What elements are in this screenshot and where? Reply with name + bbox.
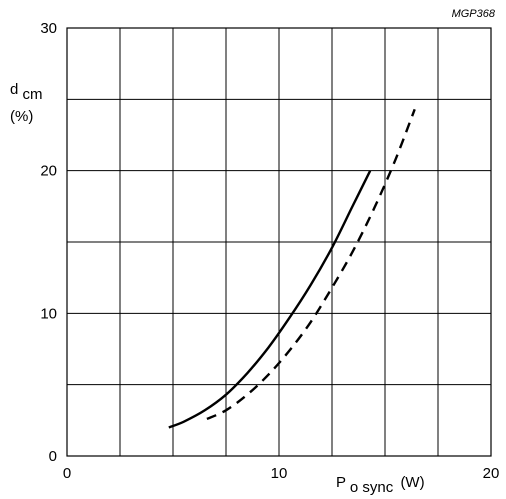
- y-axis-unit: (%): [10, 108, 33, 125]
- plot-frame: [66, 27, 492, 457]
- x-tick-label: 0: [63, 465, 71, 482]
- x-axis-label-unit: (W): [400, 474, 424, 491]
- curves: [168, 108, 416, 429]
- y-tick-label: 20: [40, 163, 57, 180]
- x-axis-label: P o sync (W): [336, 474, 425, 496]
- y-tick-label: 10: [40, 305, 57, 322]
- x-tick-label: 10: [271, 465, 288, 482]
- y-axis-label-main: d: [10, 81, 18, 98]
- y-tick-label: 30: [40, 20, 57, 37]
- y-tick-label: 0: [49, 448, 57, 465]
- x-axis-label-main: P: [336, 474, 346, 491]
- grid: [67, 28, 491, 456]
- x-tick-label: 20: [483, 465, 500, 482]
- tick-labels: 0 10 20 0 10 20 30: [40, 20, 499, 482]
- figure-code: MGP368: [452, 8, 496, 20]
- solid-curve: [168, 170, 372, 429]
- x-axis-label-sub: o sync: [350, 479, 394, 496]
- y-axis-label-sub: cm: [23, 86, 43, 103]
- y-axis-label: d cm: [10, 81, 43, 103]
- dashed-curve: [206, 108, 416, 421]
